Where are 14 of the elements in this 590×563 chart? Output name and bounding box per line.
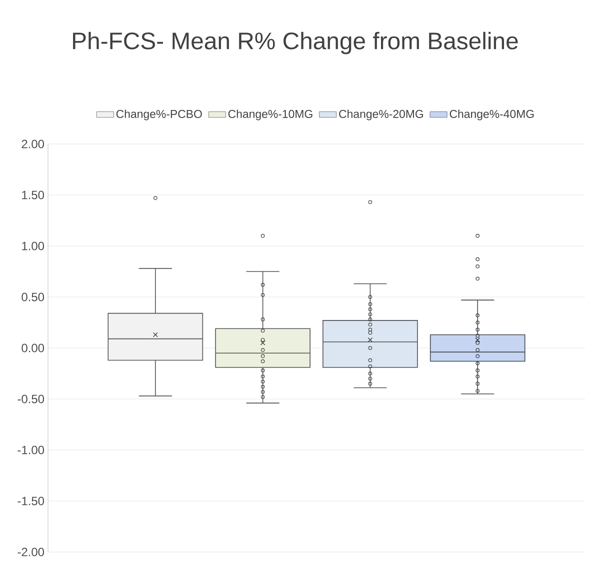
- y-tick-label: 0.50: [22, 292, 44, 302]
- y-tick-label: -1.00: [18, 446, 44, 454]
- legend-label: Change%-40MG: [450, 110, 534, 120]
- y-tick-label: -2.00: [18, 548, 44, 556]
- y-tick-label: 1.00: [22, 242, 44, 250]
- chart-title: Ph-FCS- Mean R% Change from Baseline: [73, 32, 518, 54]
- legend-label: Change%-20MG: [339, 110, 423, 120]
- y-tick-label: 0.00: [22, 344, 44, 352]
- y-tick-label: 2.00: [22, 140, 44, 148]
- legend-label: Change%-PCBO: [116, 110, 202, 120]
- y-tick-label: 1.50: [22, 190, 44, 200]
- y-tick-label: -1.50: [18, 496, 44, 506]
- legend-label: Change%-10MG: [228, 110, 312, 120]
- y-tick-label: -0.50: [18, 394, 44, 404]
